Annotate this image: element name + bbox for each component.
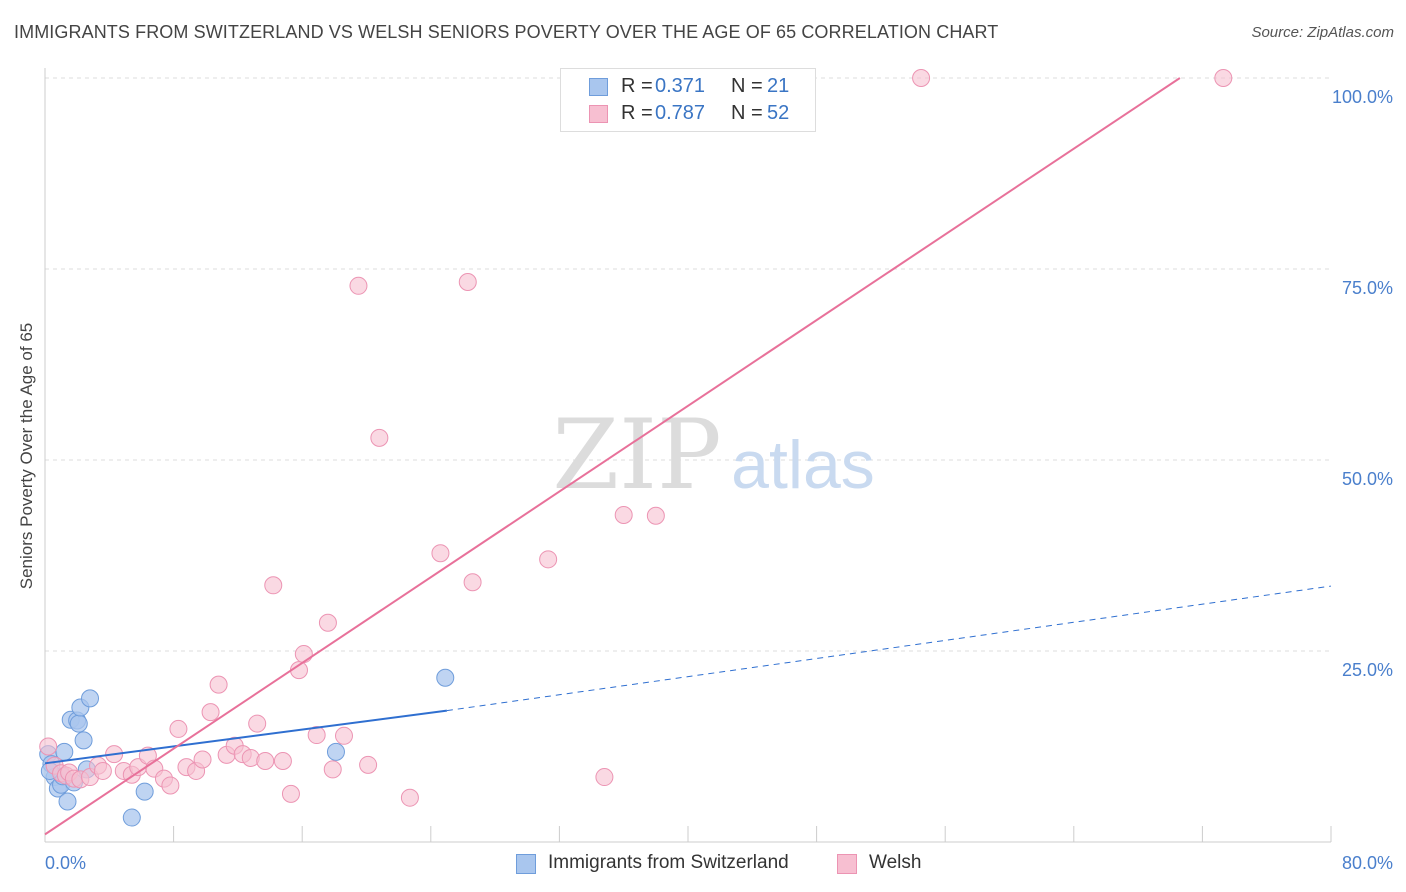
y-tick-label: 75.0% <box>1342 278 1393 298</box>
legend-item-switzerland[interactable]: Immigrants from Switzerland <box>516 850 816 878</box>
point-welsh <box>431 544 450 563</box>
n-label: N = <box>731 102 763 124</box>
point-welsh <box>370 428 389 447</box>
gridlines <box>45 77 1331 652</box>
point-switzerland <box>135 782 154 801</box>
point-switzerland <box>81 689 100 708</box>
point-welsh <box>458 272 477 291</box>
y-tick-label: 25.0% <box>1342 660 1393 680</box>
point-switzerland <box>122 808 141 827</box>
trend-line-welsh <box>44 77 1181 836</box>
point-welsh <box>169 719 188 738</box>
trend-lines <box>44 77 1332 836</box>
trend-line-switzerland-extension <box>446 585 1332 712</box>
point-welsh <box>359 755 378 774</box>
point-switzerland <box>69 714 88 733</box>
point-welsh <box>281 784 300 803</box>
point-welsh <box>539 550 558 569</box>
point-switzerland <box>436 668 455 687</box>
point-welsh <box>318 613 337 632</box>
point-welsh <box>323 760 342 779</box>
legend-swatch-blue <box>516 854 536 874</box>
point-switzerland <box>326 742 345 761</box>
axes <box>44 68 1332 843</box>
point-welsh <box>264 576 283 595</box>
r-value: 0.787 <box>655 102 706 124</box>
chart-title: IMMIGRANTS FROM SWITZERLAND VS WELSH SEN… <box>14 22 999 42</box>
legend-swatch-pink <box>837 854 857 874</box>
r-label: R = <box>621 102 653 124</box>
legend-swatch-blue <box>589 78 608 96</box>
watermark: ZIP atlas <box>552 399 874 511</box>
point-welsh <box>273 752 292 771</box>
point-welsh <box>93 761 112 780</box>
legend-item-welsh[interactable]: Welsh <box>837 850 957 878</box>
point-welsh <box>463 573 482 592</box>
correlation-legend: R = 0.371 N = 21 R = 0.787 N = 52 <box>560 68 816 132</box>
legend-label: Welsh <box>869 852 922 873</box>
data-points <box>39 69 1233 827</box>
n-value: 21 <box>767 75 790 97</box>
x-tick-label: 80.0% <box>1342 853 1393 873</box>
point-welsh <box>595 768 614 787</box>
n-label: N = <box>731 75 763 97</box>
tick-labels: 25.0% 50.0% 75.0% 100.0% 0.0% 80.0% <box>45 87 1393 873</box>
n-value: 52 <box>767 102 790 124</box>
point-welsh <box>161 776 180 795</box>
point-welsh <box>256 752 275 771</box>
y-axis-label: Seniors Poverty Over the Age of 65 <box>17 322 36 590</box>
point-welsh <box>201 703 220 722</box>
point-welsh <box>294 645 313 664</box>
y-tick-label: 50.0% <box>1342 469 1393 489</box>
point-switzerland <box>74 731 93 750</box>
watermark-atlas: atlas <box>731 427 875 503</box>
point-welsh <box>614 506 633 525</box>
legend-label: Immigrants from Switzerland <box>548 852 789 873</box>
r-label: R = <box>621 75 653 97</box>
point-welsh <box>646 506 665 525</box>
point-welsh <box>400 788 419 807</box>
point-welsh <box>307 726 326 745</box>
point-switzerland <box>58 792 77 811</box>
r-value: 0.371 <box>655 75 706 97</box>
point-welsh <box>209 675 228 694</box>
legend-swatch-pink <box>589 105 608 123</box>
source-credit: Source: ZipAtlas.com <box>1251 24 1394 41</box>
x-tick-label: 0.0% <box>45 853 86 873</box>
point-welsh <box>349 276 368 295</box>
trend-line-switzerland <box>44 709 448 765</box>
point-welsh <box>39 737 58 756</box>
watermark-zip: ZIP <box>552 399 721 511</box>
point-welsh <box>1214 69 1233 87</box>
point-welsh <box>193 750 212 769</box>
point-welsh <box>248 714 267 733</box>
y-tick-label: 100.0% <box>1332 87 1393 107</box>
point-welsh <box>912 69 931 87</box>
point-welsh <box>334 726 353 745</box>
